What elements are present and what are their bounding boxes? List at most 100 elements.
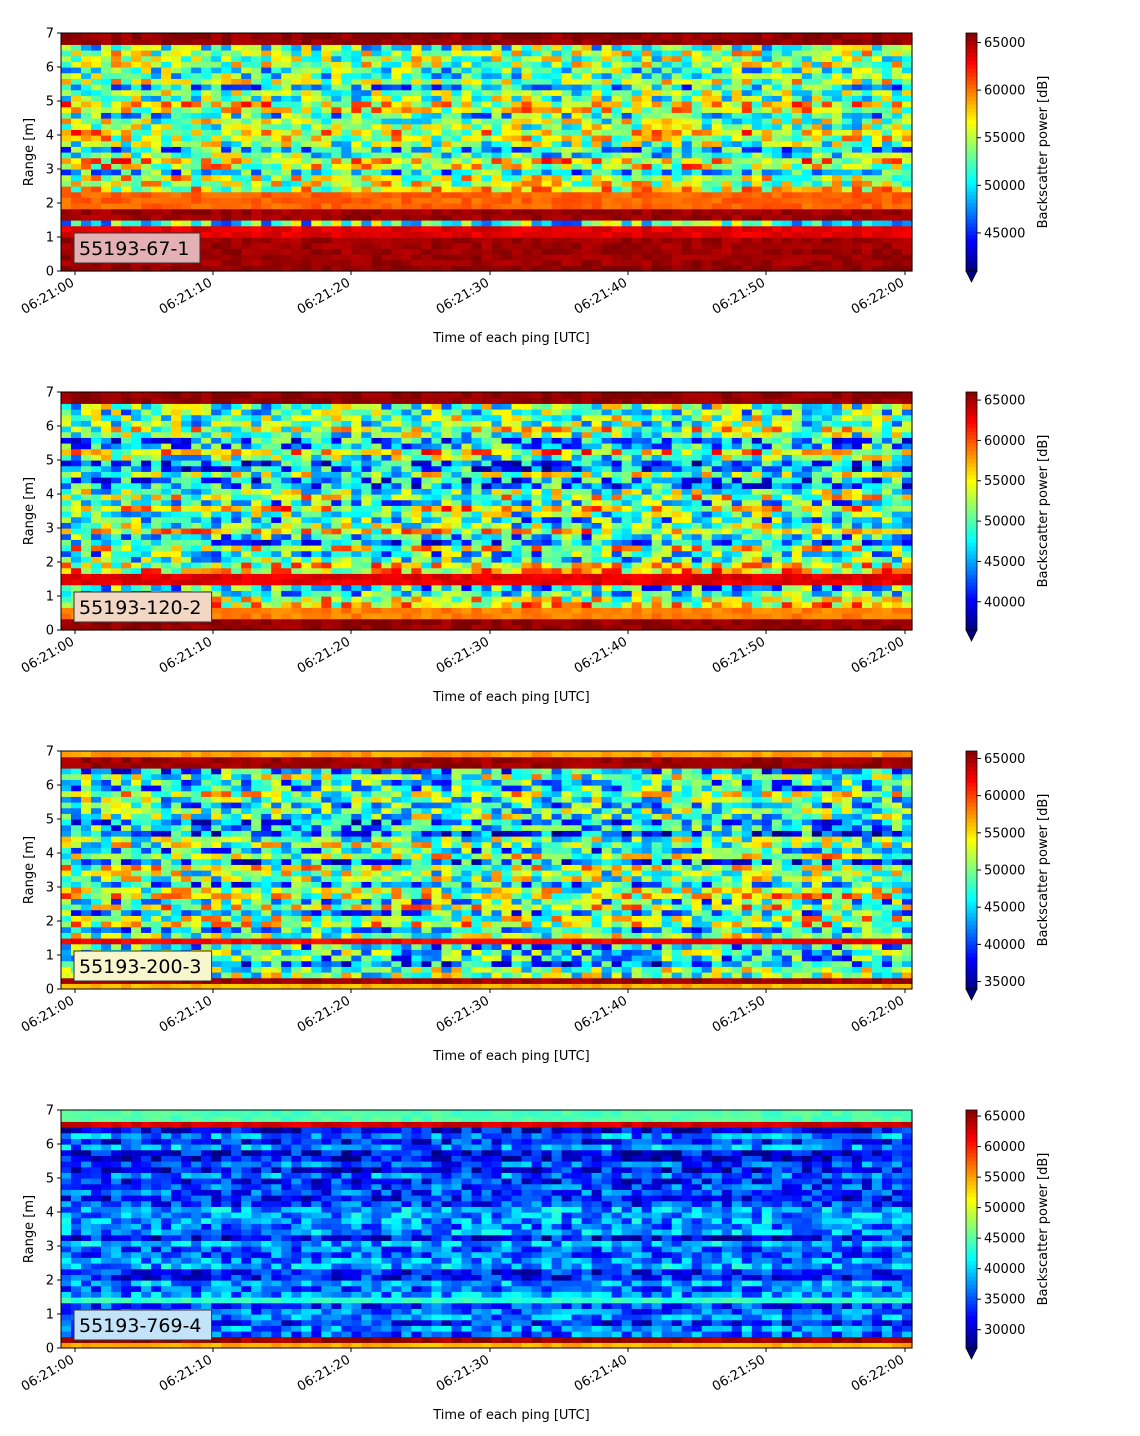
heatmap-cell (231, 78, 242, 85)
heatmap-cell (91, 220, 102, 227)
heatmap-cell (701, 180, 713, 187)
heatmap-cell (651, 231, 663, 238)
heatmap-cell (201, 231, 212, 238)
heatmap-cell (901, 101, 913, 108)
heatmap-cell (311, 72, 322, 79)
heatmap-cell (191, 89, 202, 96)
heatmap-cell (321, 511, 332, 518)
heatmap-cell (491, 112, 503, 119)
heatmap-cell (61, 242, 72, 249)
heatmap-cell (221, 488, 232, 495)
heatmap-cell (191, 556, 202, 563)
heatmap-cell (191, 522, 202, 529)
heatmap-cell (721, 225, 733, 232)
heatmap-cell (881, 84, 893, 91)
heatmap-cell (901, 78, 913, 85)
heatmap-cell (251, 118, 262, 125)
heatmap-cell (351, 567, 362, 574)
heatmap-cell (441, 237, 453, 244)
heatmap-cell (461, 33, 473, 40)
heatmap-cell (501, 72, 513, 79)
heatmap-cell (301, 607, 312, 614)
heatmap-cell (411, 123, 423, 130)
heatmap-cell (461, 101, 473, 108)
heatmap-cell (431, 214, 443, 221)
heatmap-cell (391, 186, 402, 193)
heatmap-cell (261, 78, 272, 85)
heatmap-cell (121, 516, 132, 523)
heatmap-cell (901, 135, 913, 142)
heatmap-cell (371, 556, 382, 563)
x-tick-label: 06:21:50 (710, 275, 768, 317)
heatmap-cell (331, 231, 342, 238)
heatmap-cell (731, 231, 743, 238)
heatmap-cell (121, 573, 132, 580)
heatmap-cell (201, 471, 212, 478)
heatmap-cell (781, 191, 793, 198)
heatmap-cell (131, 197, 142, 204)
heatmap-cell (291, 397, 302, 404)
heatmap-cell (571, 254, 583, 261)
heatmap-cell (411, 67, 423, 74)
colorbar-segment (966, 132, 977, 137)
heatmap-cell (301, 516, 312, 523)
heatmap-cell (451, 67, 463, 74)
heatmap-cell (411, 248, 423, 255)
heatmap-cell (441, 163, 453, 170)
heatmap-cell (881, 129, 893, 136)
heatmap-cell (431, 33, 443, 40)
heatmap-cell (541, 118, 553, 125)
heatmap-cell (311, 197, 322, 204)
heatmap-cell (221, 494, 232, 501)
heatmap-cell (101, 186, 112, 193)
heatmap-cell (871, 254, 883, 261)
heatmap-cell (141, 180, 152, 187)
heatmap-cell (321, 403, 332, 410)
heatmap-cell (551, 163, 563, 170)
heatmap-cell (621, 163, 633, 170)
heatmap-cell (481, 135, 493, 142)
heatmap-cell (71, 562, 82, 569)
heatmap-cell (761, 135, 773, 142)
heatmap-cell (291, 225, 302, 232)
heatmap-cell (741, 265, 753, 272)
heatmap-cell (171, 511, 182, 518)
heatmap-cell (381, 112, 392, 119)
heatmap-cell (91, 443, 102, 450)
heatmap-cell (541, 72, 553, 79)
heatmap-cell (221, 465, 232, 472)
heatmap-cell (381, 61, 392, 68)
heatmap-cell (231, 95, 242, 102)
heatmap-cell (241, 397, 252, 404)
heatmap-cell (771, 169, 783, 176)
heatmap-cell (851, 84, 863, 91)
heatmap-cell (371, 191, 382, 198)
heatmap-cell (141, 38, 152, 45)
heatmap-cell (551, 61, 563, 68)
heatmap-cell (871, 242, 883, 249)
heatmap-cell (831, 101, 843, 108)
heatmap-cell (871, 152, 883, 159)
heatmap-cell (531, 248, 543, 255)
heatmap-cell (401, 129, 413, 136)
heatmap-cell (221, 112, 232, 119)
heatmap-cell (391, 118, 402, 125)
heatmap-cell (91, 482, 102, 489)
heatmap-cell (401, 140, 413, 147)
heatmap-cell (381, 44, 392, 51)
heatmap-cell (231, 174, 242, 181)
heatmap-cell (61, 528, 72, 535)
heatmap-cell (141, 431, 152, 438)
heatmap-cell (651, 254, 663, 261)
heatmap-cell (361, 44, 372, 51)
heatmap-cell (671, 106, 683, 113)
heatmap-cell (231, 601, 242, 608)
heatmap-cell (301, 50, 312, 57)
heatmap-cell (651, 242, 663, 249)
heatmap-cell (91, 528, 102, 535)
heatmap-cell (251, 403, 262, 410)
heatmap-cell (171, 265, 182, 272)
heatmap-cell (201, 44, 212, 51)
heatmap-cell (131, 67, 142, 74)
heatmap-cell (591, 140, 603, 147)
